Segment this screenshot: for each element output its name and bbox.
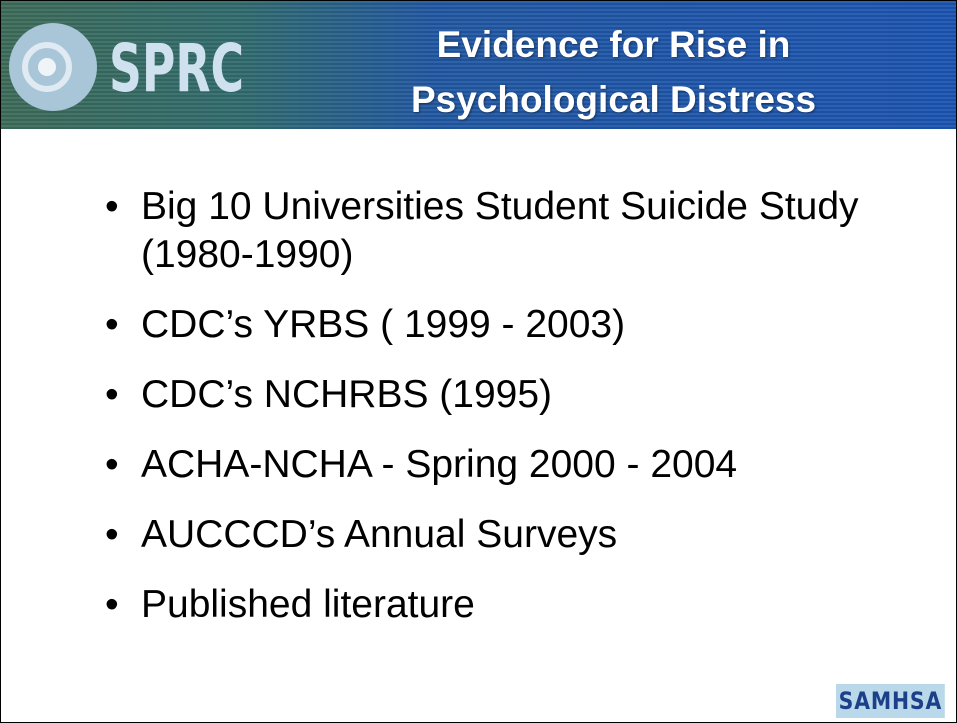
logo-ring xyxy=(22,42,72,92)
title-line: Evidence for Rise in xyxy=(436,24,791,65)
title-line: Psychological Distress xyxy=(410,79,817,120)
bullet: CDC’s NCHRBS (1995) xyxy=(101,371,861,419)
footer-logo: SAMHSA xyxy=(836,684,945,718)
bullet: AUCCCD’s Annual Surveys xyxy=(101,511,861,559)
logo-core xyxy=(38,58,56,76)
bullet: Published literature xyxy=(101,581,861,629)
bullet: Big 10 Universities Student Suicide Stud… xyxy=(101,183,861,279)
logo-text: SPRC xyxy=(109,30,244,107)
bullet: ACHA-NCHA - Spring 2000 - 2004 xyxy=(101,441,861,489)
logo: SPRC xyxy=(9,23,244,111)
bullet: CDC’s YRBS ( 1999 - 2003) xyxy=(101,301,861,349)
header: SPRC Evidence for Rise in Psychological … xyxy=(1,1,956,129)
title: Evidence for Rise in Psychological Distr… xyxy=(331,17,896,127)
bullet-list: Big 10 Universities Student Suicide Stud… xyxy=(101,183,861,651)
